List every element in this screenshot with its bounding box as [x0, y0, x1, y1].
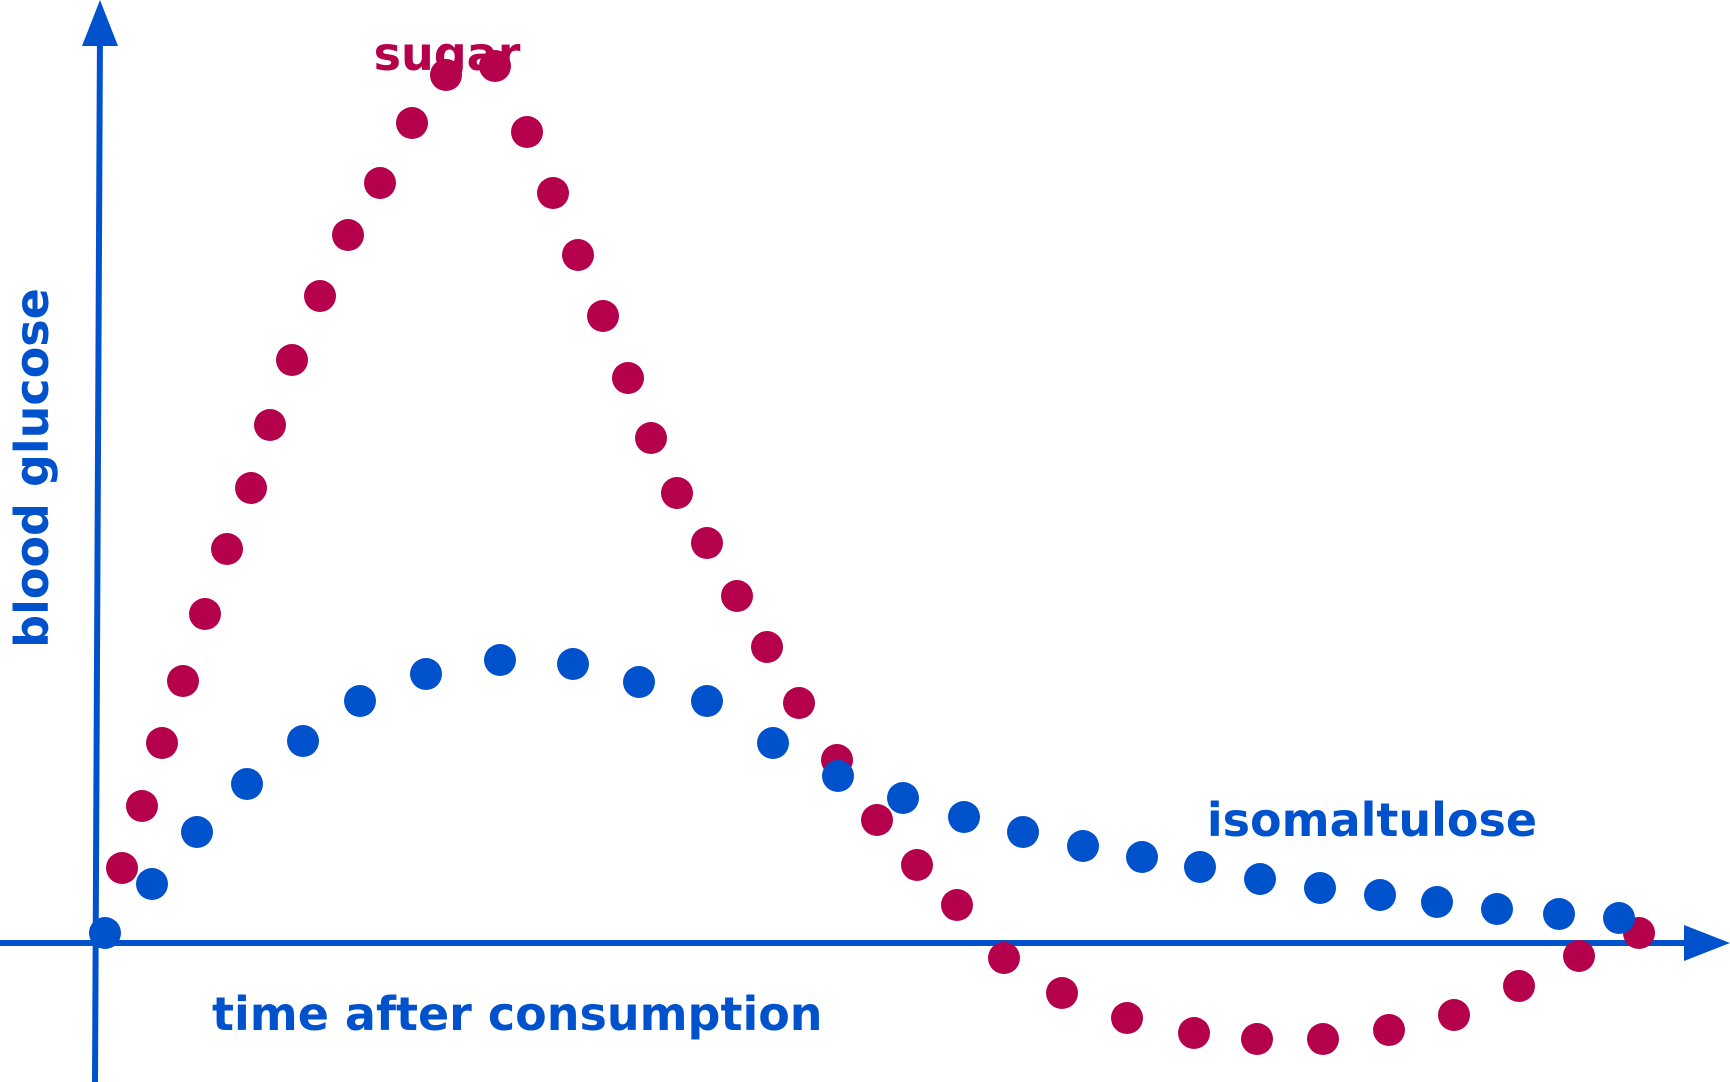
sugar-point-25	[751, 631, 783, 663]
isomaltulose-point-17	[1067, 830, 1099, 862]
isomaltulose-point-2	[136, 868, 168, 900]
sugar-point-21	[635, 422, 667, 454]
sugar-point-4	[167, 665, 199, 697]
isomaltulose-point-18	[1126, 841, 1158, 873]
series-label-sugar: sugar	[374, 27, 521, 81]
sugar-point-12	[364, 167, 396, 199]
sugar-point-22	[661, 477, 693, 509]
sugar-point-37	[1373, 1014, 1405, 1046]
sugar-point-2	[126, 790, 158, 822]
series-isomaltulose	[89, 644, 1635, 949]
sugar-point-19	[587, 300, 619, 332]
isomaltulose-point-10	[623, 666, 655, 698]
isomaltulose-point-9	[557, 648, 589, 680]
x-axis-arrowhead	[1684, 925, 1730, 961]
x-axis	[0, 925, 1730, 961]
sugar-point-18	[562, 239, 594, 271]
sugar-point-5	[189, 598, 221, 630]
isomaltulose-point-4	[231, 768, 263, 800]
sugar-point-34	[1178, 1017, 1210, 1049]
isomaltulose-point-25	[1543, 898, 1575, 930]
sugar-point-40	[1563, 940, 1595, 972]
sugar-point-35	[1241, 1023, 1273, 1055]
sugar-point-24	[721, 580, 753, 612]
sugar-point-31	[988, 942, 1020, 974]
sugar-point-20	[612, 362, 644, 394]
y-axis	[82, 0, 118, 1082]
isomaltulose-point-7	[410, 658, 442, 690]
isomaltulose-point-23	[1421, 886, 1453, 918]
isomaltulose-point-1	[89, 917, 121, 949]
sugar-point-10	[304, 280, 336, 312]
sugar-point-1	[106, 852, 138, 884]
isomaltulose-point-12	[757, 727, 789, 759]
sugar-point-17	[537, 177, 569, 209]
sugar-point-8	[254, 409, 286, 441]
isomaltulose-point-20	[1244, 863, 1276, 895]
sugar-point-32	[1046, 977, 1078, 1009]
sugar-point-38	[1438, 999, 1470, 1031]
isomaltulose-point-24	[1481, 893, 1513, 925]
y-axis-title: blood glucose	[5, 288, 59, 648]
y-axis-arrowhead	[82, 0, 118, 46]
sugar-point-36	[1307, 1023, 1339, 1055]
sugar-point-28	[861, 804, 893, 836]
sugar-point-9	[276, 344, 308, 376]
sugar-point-39	[1503, 970, 1535, 1002]
sugar-point-11	[332, 219, 364, 251]
isomaltulose-point-6	[344, 685, 376, 717]
sugar-point-16	[511, 116, 543, 148]
isomaltulose-point-22	[1364, 879, 1396, 911]
isomaltulose-point-21	[1304, 872, 1336, 904]
isomaltulose-point-26	[1603, 902, 1635, 934]
sugar-point-7	[235, 472, 267, 504]
sugar-point-6	[211, 533, 243, 565]
isomaltulose-point-16	[1007, 816, 1039, 848]
isomaltulose-point-13	[822, 760, 854, 792]
isomaltulose-point-19	[1184, 851, 1216, 883]
series-label-isomaltulose: isomaltulose	[1207, 793, 1537, 847]
y-axis-line	[92, 29, 103, 1082]
isomaltulose-point-3	[181, 816, 213, 848]
isomaltulose-point-8	[484, 644, 516, 676]
isomaltulose-point-14	[887, 782, 919, 814]
sugar-point-13	[396, 107, 428, 139]
sugar-point-29	[901, 849, 933, 881]
sugar-point-26	[783, 687, 815, 719]
sugar-point-23	[691, 527, 723, 559]
sugar-point-3	[146, 727, 178, 759]
sugar-point-33	[1111, 1002, 1143, 1034]
x-axis-title: time after consumption	[212, 987, 823, 1041]
series-sugar	[106, 50, 1655, 1055]
isomaltulose-point-11	[691, 685, 723, 717]
sugar-point-14	[430, 59, 462, 91]
isomaltulose-point-15	[948, 801, 980, 833]
series-layer	[89, 50, 1655, 1055]
isomaltulose-point-5	[287, 725, 319, 757]
sugar-point-30	[941, 889, 973, 921]
sugar-point-15	[479, 50, 511, 82]
